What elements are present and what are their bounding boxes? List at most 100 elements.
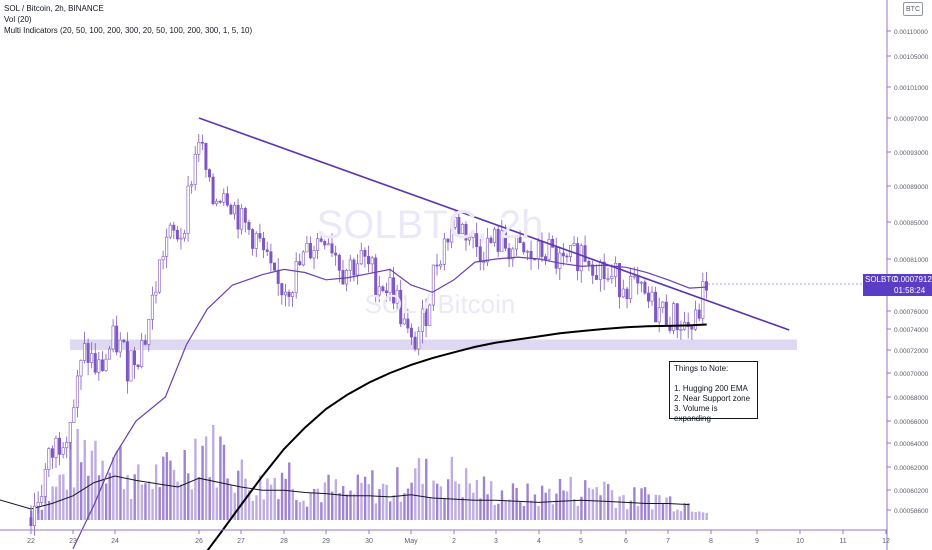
volume-bar xyxy=(201,445,204,520)
volume-bar xyxy=(626,509,629,520)
x-tick-label: 24 xyxy=(111,538,119,545)
candle-body xyxy=(384,290,388,294)
volume-bar xyxy=(410,482,413,520)
volume-bar xyxy=(101,460,104,520)
x-tick-label: 30 xyxy=(365,538,373,545)
volume-bar xyxy=(229,485,233,520)
volume-bar xyxy=(654,494,658,520)
volume-bar xyxy=(425,458,428,520)
volume-bar xyxy=(591,489,595,520)
volume-bar xyxy=(280,472,284,520)
candle-body xyxy=(211,176,215,205)
candle-body xyxy=(104,358,108,371)
volume-bar xyxy=(374,503,378,520)
legend-indicators: Multi Indicators (20, 50, 100, 200, 300,… xyxy=(4,26,253,35)
candle-body xyxy=(58,437,62,455)
candle-body xyxy=(381,286,385,292)
volume-bar xyxy=(126,475,129,520)
candle-body xyxy=(639,281,643,284)
volume-bar xyxy=(454,481,457,520)
chart-legend: SOL / Bitcoin, 2h, BINANCE Vol (20) Mult… xyxy=(4,3,252,36)
volume-bar xyxy=(291,488,295,520)
volume-bar xyxy=(392,495,395,520)
candle-body xyxy=(240,208,244,230)
y-tick-label: 0.00070000 xyxy=(894,371,929,378)
volume-bar xyxy=(255,495,258,520)
candle-body xyxy=(68,422,72,443)
candle-body xyxy=(417,331,421,350)
candle-body xyxy=(305,243,309,253)
volume-bar xyxy=(165,452,169,520)
volume-bar xyxy=(197,477,201,520)
volume-bar xyxy=(633,487,636,520)
candle-body xyxy=(572,243,576,246)
candle-body xyxy=(591,264,595,276)
candle-body xyxy=(561,252,565,257)
volume-bar xyxy=(69,441,72,520)
candle-body xyxy=(150,294,154,320)
volume-bar xyxy=(647,494,650,520)
candle-body xyxy=(661,301,665,309)
volume-bar xyxy=(151,488,154,520)
candle-body xyxy=(147,318,151,345)
volume-bar xyxy=(133,474,136,520)
volume-bar xyxy=(573,498,576,520)
last-price-label: SOLBTC 0.00079128 01:58:24 xyxy=(863,274,932,296)
x-tick-label: 8 xyxy=(709,538,713,545)
volume-bar xyxy=(500,490,504,520)
candle-body xyxy=(356,263,360,276)
candle-body xyxy=(409,327,413,338)
candle-body xyxy=(33,505,37,527)
candle-body xyxy=(61,447,65,455)
candle-body xyxy=(643,281,647,294)
candle-body xyxy=(294,261,298,294)
volume-bar xyxy=(179,484,183,520)
volume-bar xyxy=(533,494,537,520)
volume-bar xyxy=(515,487,518,520)
volume-bar xyxy=(555,493,558,520)
candle-body xyxy=(186,185,190,234)
candle-body xyxy=(283,291,287,296)
candle-body xyxy=(704,281,708,291)
volume-bar xyxy=(40,510,44,520)
candle-body xyxy=(179,237,183,240)
candle-body xyxy=(610,276,614,279)
x-tick-label: 11 xyxy=(839,538,846,545)
candle-body xyxy=(136,364,140,367)
volume-bar xyxy=(558,478,562,520)
y-tick-label: 0.00093000 xyxy=(894,150,929,157)
volume-bar xyxy=(247,490,251,520)
x-tick-label: 6 xyxy=(624,538,628,545)
candle-body xyxy=(129,350,133,382)
volume-bar xyxy=(658,495,661,520)
candle-body xyxy=(258,233,262,239)
candle-body xyxy=(468,237,472,241)
candle-body xyxy=(446,238,450,243)
candle-body xyxy=(90,353,94,363)
candle-body xyxy=(118,339,122,353)
candle-body xyxy=(125,341,129,382)
price-label-symbol: SOLBTC xyxy=(865,275,898,284)
candle-body xyxy=(406,318,410,329)
candle-body xyxy=(165,236,169,257)
chart-text-layer: SOLBTC, 2h SOL / Bitcoin xyxy=(317,203,544,319)
x-tick-label: 7 xyxy=(666,538,670,545)
volume-bar xyxy=(122,489,126,520)
volume-bar xyxy=(108,472,111,520)
volume-bar xyxy=(540,485,544,520)
ema-purple-line xyxy=(72,256,707,550)
volume-bar xyxy=(158,487,161,520)
candle-body xyxy=(50,448,54,458)
candle-body xyxy=(392,277,396,304)
candle-body xyxy=(367,256,371,265)
volume-bar xyxy=(87,475,90,520)
currency-badge[interactable]: BTC xyxy=(903,2,923,16)
candle-body xyxy=(352,259,356,276)
candle-body xyxy=(514,236,518,250)
volume-bar xyxy=(417,458,421,520)
candle-body xyxy=(215,200,219,205)
candle-body xyxy=(247,222,251,230)
volume-bar xyxy=(367,484,370,520)
volume-bar xyxy=(587,487,591,520)
